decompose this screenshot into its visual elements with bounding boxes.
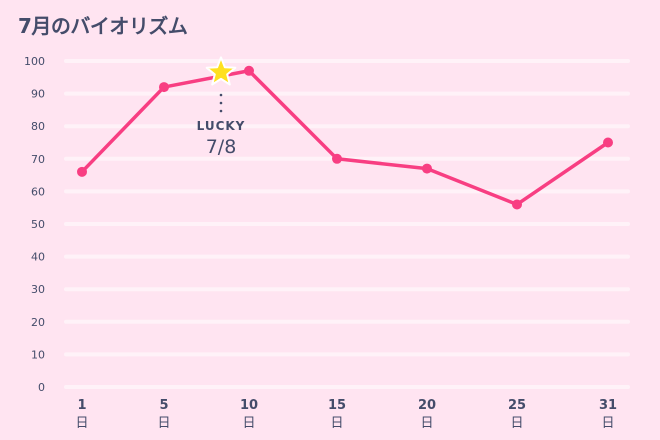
star-icon[interactable]: [205, 56, 237, 86]
lucky-date: 7/8: [206, 136, 237, 158]
x-tick-label: 5: [159, 398, 168, 413]
data-point[interactable]: [512, 199, 522, 210]
x-axis: 1 日 5 日 10 日 15 日 20 日 25 日 31 日: [75, 398, 617, 431]
dotted-leader: [219, 101, 223, 105]
x-tick-label: 10: [240, 398, 258, 413]
y-tick-label: 70: [31, 153, 45, 166]
y-axis: 0 10 20 30 40 50 60 70 80 90 100: [24, 55, 45, 394]
x-tick-label: 25: [508, 398, 526, 413]
data-point[interactable]: [244, 65, 254, 76]
x-tick-label: 15: [328, 398, 346, 413]
data-point[interactable]: [77, 166, 87, 177]
x-tick-unit: 日: [75, 416, 88, 431]
y-tick-label: 100: [24, 55, 45, 68]
y-tick-label: 60: [31, 185, 45, 198]
x-tick-label: 31: [599, 398, 617, 413]
gridlines: [64, 59, 630, 389]
x-tick-unit: 日: [510, 416, 523, 431]
dotted-leader: [219, 93, 223, 97]
y-tick-label: 90: [31, 88, 45, 101]
y-tick-label: 0: [38, 381, 45, 394]
y-tick-label: 30: [31, 283, 45, 296]
y-tick-label: 10: [31, 348, 45, 361]
data-point[interactable]: [159, 82, 169, 93]
y-tick-label: 40: [31, 251, 45, 264]
x-tick-label: 20: [418, 398, 436, 413]
y-tick-label: 80: [31, 120, 45, 133]
series-line: [77, 65, 613, 210]
lucky-label: LUCKY: [197, 119, 246, 133]
data-point[interactable]: [332, 153, 342, 164]
x-tick-unit: 日: [330, 416, 343, 431]
x-tick-label: 1: [77, 398, 86, 413]
x-tick-unit: 日: [157, 416, 170, 431]
x-tick-unit: 日: [420, 416, 433, 431]
x-tick-unit: 日: [242, 416, 255, 431]
data-point[interactable]: [422, 163, 432, 174]
lucky-annotation: LUCKY 7/8: [197, 56, 246, 158]
chart-title: 7月のバイオリズム: [18, 14, 188, 38]
y-tick-label: 20: [31, 316, 45, 329]
data-point[interactable]: [603, 137, 613, 148]
y-tick-label: 50: [31, 218, 45, 231]
dotted-leader: [219, 109, 223, 113]
x-tick-unit: 日: [601, 416, 614, 431]
